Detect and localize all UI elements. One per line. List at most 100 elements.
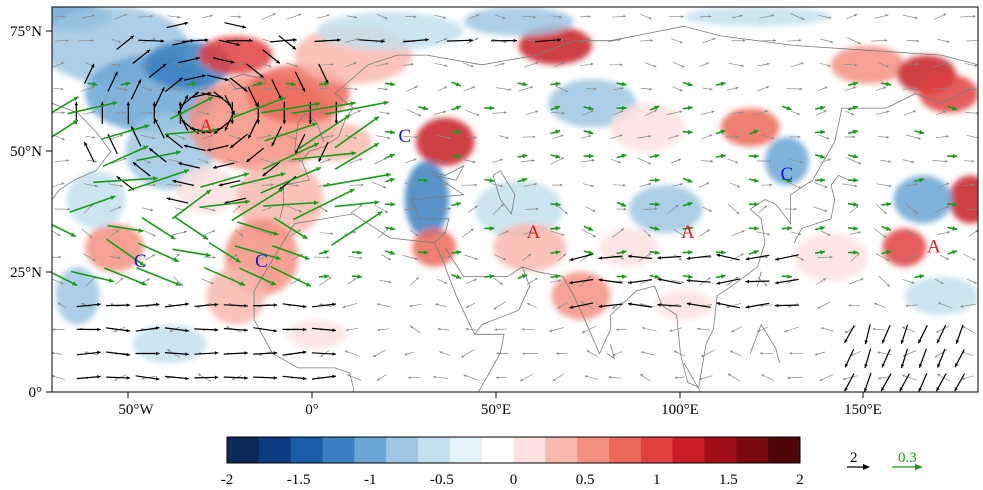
grey-vector	[524, 183, 538, 187]
black-vector	[76, 327, 101, 332]
black-vector	[569, 302, 594, 309]
grey-vector	[344, 38, 360, 43]
grey-vector	[80, 85, 96, 92]
grey-vector	[877, 376, 891, 380]
green-vector	[781, 178, 792, 183]
grey-vector	[521, 327, 535, 331]
grey-vector	[580, 159, 595, 163]
grey-vector	[519, 373, 534, 382]
coastline	[253, 175, 465, 292]
grey-vector	[52, 375, 65, 381]
grey-vector	[468, 14, 480, 20]
grey-vector	[758, 205, 768, 213]
black-vector	[569, 253, 593, 262]
green-vector	[814, 226, 825, 231]
green-vector	[748, 202, 759, 207]
grey-vector	[818, 134, 830, 140]
green-vector	[848, 105, 859, 111]
green-vector	[781, 274, 792, 279]
anomaly-patch	[492, 223, 567, 272]
grey-vector	[817, 301, 830, 309]
black-vector	[218, 39, 241, 47]
green-vector	[649, 177, 660, 183]
grey-vector	[761, 374, 775, 381]
grey-vector	[784, 207, 797, 211]
anomaly-patch	[404, 161, 449, 238]
anomaly-patch	[66, 170, 126, 229]
black-vector	[152, 101, 157, 124]
grey-vector	[968, 229, 978, 237]
coastline	[426, 25, 978, 66]
anomaly-patch	[893, 175, 953, 224]
black-vector	[318, 141, 329, 163]
green-vector	[947, 226, 958, 231]
green-vector	[814, 177, 826, 183]
grey-vector	[201, 278, 214, 285]
grey-vector	[846, 13, 858, 20]
colorbar-tick-label: -1	[364, 472, 377, 488]
grey-vector	[439, 351, 451, 356]
green-vector	[748, 249, 759, 255]
grey-vector	[409, 325, 421, 334]
map-panel: A C C C A A C A	[51, 6, 979, 393]
grey-vector	[786, 181, 802, 189]
coastline	[52, 102, 112, 200]
black-vector	[954, 349, 965, 368]
green-vector	[550, 250, 561, 255]
grey-vector	[381, 254, 392, 261]
anticyclone-marker: A	[527, 222, 541, 243]
black-vector	[166, 21, 189, 29]
grey-vector	[464, 159, 476, 164]
grey-vector	[905, 304, 918, 307]
black-vector	[138, 39, 165, 43]
green-vector	[291, 151, 357, 161]
black-vector	[863, 372, 872, 392]
grey-vector	[725, 276, 739, 287]
lon-tick-label: 50°E	[481, 402, 511, 418]
black-vector	[900, 324, 909, 344]
grey-vector	[491, 183, 504, 188]
grey-vector	[375, 205, 389, 214]
grey-vector	[409, 303, 422, 308]
green-vector	[208, 241, 241, 264]
green-vector	[814, 105, 826, 111]
black-vector	[716, 253, 740, 261]
green-vector	[947, 105, 958, 111]
black-vector	[282, 375, 307, 381]
anomaly-patch	[415, 117, 475, 166]
black-vector	[194, 351, 219, 355]
black-vector	[311, 374, 336, 380]
green-vector	[715, 153, 726, 159]
anomaly-patch	[298, 122, 372, 161]
grey-vector	[498, 230, 509, 236]
grey-vector	[616, 207, 627, 211]
black-vector	[106, 351, 131, 357]
black-vector	[358, 39, 385, 44]
grey-vector	[434, 14, 447, 19]
grey-vector	[285, 87, 299, 90]
grey-vector	[906, 39, 920, 43]
green-vector	[385, 226, 396, 231]
grey-vector	[902, 14, 918, 20]
grey-vector	[141, 111, 153, 115]
colorbar-cell	[227, 437, 260, 463]
black-vector	[247, 87, 259, 108]
anomaly-patch	[198, 35, 273, 75]
grey-vector	[584, 375, 598, 380]
grey-vector	[786, 87, 803, 91]
grey-vector	[787, 376, 803, 380]
coastline	[698, 88, 971, 388]
grey-vector	[463, 86, 476, 92]
grey-vector	[53, 87, 64, 91]
black-vector	[148, 63, 167, 78]
black-vector	[262, 161, 281, 177]
black-vector	[224, 94, 236, 116]
green-vector	[848, 202, 859, 207]
green-vector	[881, 225, 892, 231]
reference-vector-label-black: 2	[850, 450, 858, 466]
black-vector	[657, 303, 682, 307]
grey-vector	[789, 352, 804, 355]
green-vector	[848, 226, 859, 231]
grey-vector	[550, 15, 563, 19]
black-vector	[864, 348, 872, 369]
